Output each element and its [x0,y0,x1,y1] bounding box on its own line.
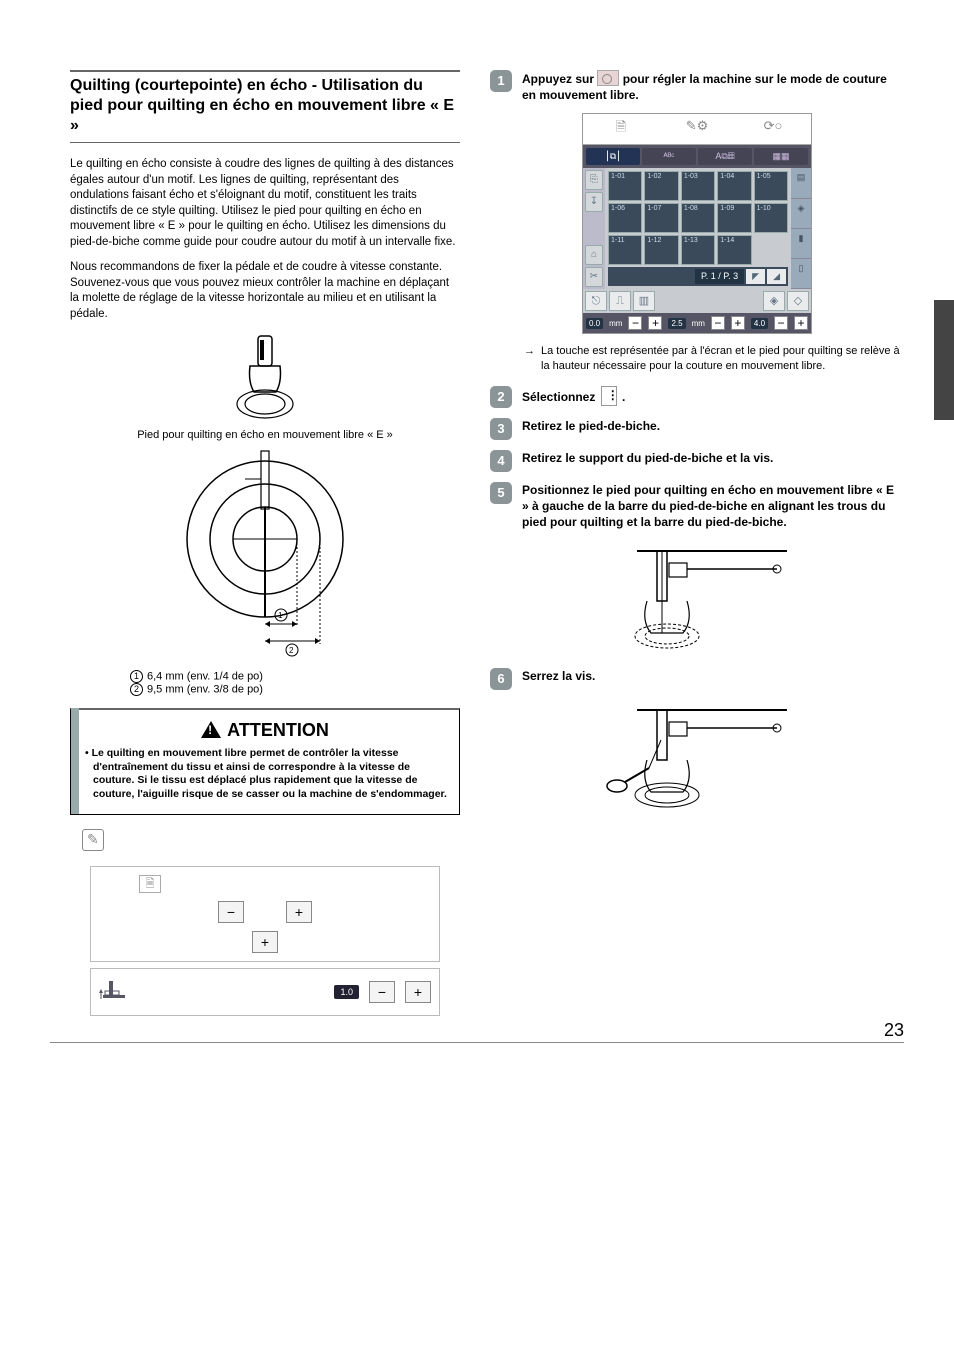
stitch-select-icon [601,386,617,406]
circled-1: 1 [130,670,143,683]
stitch-1-14[interactable]: 1-14 [717,235,751,265]
control-snippet-2: 1.0 − + [90,968,440,1016]
doc-icon: 🗎 [139,875,161,893]
stitch-1-01[interactable]: 1-01 [608,171,642,201]
svg-text:2: 2 [289,646,294,655]
stitch-1-05[interactable]: 1-05 [754,171,788,201]
panel-tab-1[interactable]: ⎮⧉⎮ [586,148,640,165]
panel-lcd-2: 2.5 [668,318,685,329]
panel-lcd-1: 0.0 [586,318,603,329]
attention-title: ATTENTION [83,720,447,741]
stitch-1-13[interactable]: 1-13 [681,235,715,265]
minus-button-3[interactable]: − [369,981,395,1003]
measure-2: 9,5 mm (env. 3/8 de po) [147,684,263,696]
panel-top-icon-3[interactable]: ⟳○ [735,114,811,144]
machine-screen: 🗎 ✎⚙ ⟳○ ⎮⧉⎮ ᴬᴮᶜ A⧉▦ ▦▦ ⎘ ↧ ⌂ ✂ [582,113,812,334]
panel-top-icon-2[interactable]: ✎⚙ [659,114,735,144]
step-1-text: Appuyez sur pour régler la machine sur l… [522,70,904,103]
step-1-note: → La touche est représentée par à l'écra… [524,344,904,374]
step-4-badge: 4 [490,450,512,472]
plus-button-2[interactable]: + [252,931,278,953]
footer-rule [50,1042,904,1043]
circled-2: 2 [130,683,143,696]
step-1-badge: 1 [490,70,512,92]
stitch-1-09[interactable]: 1-09 [717,203,751,233]
stitch-1-06[interactable]: 1-06 [608,203,642,233]
panel-page-next[interactable]: ◢ [767,269,786,284]
lcd-value: 1.0 [334,985,359,999]
figure-rings: 1 2 [70,449,460,662]
step-2-badge: 2 [490,386,512,408]
panel-tab-3[interactable]: A⧉▦ [698,148,752,165]
measurements-list: 1 6,4 mm (env. 1/4 de po) 2 9,5 mm (env. 3… [130,670,460,696]
panel-left-2[interactable]: ↧ [585,192,603,212]
step-2-text: Sélectionnez . [522,386,904,406]
svg-text:1: 1 [278,611,283,620]
panel-right-4[interactable]: ▯ [791,259,811,289]
panel-plus-1[interactable]: + [648,316,662,330]
warning-icon [201,721,221,738]
stitch-1-03[interactable]: 1-03 [681,171,715,201]
panel-page-prev[interactable]: ◤ [746,269,765,284]
step-3-badge: 3 [490,418,512,440]
panel-minus-3[interactable]: − [774,316,788,330]
stitch-1-12[interactable]: 1-12 [644,235,678,265]
panel-unit-2: mm [692,319,705,328]
step-5-badge: 5 [490,482,512,504]
panel-left-3[interactable]: ⌂ [585,245,603,265]
panel-tab-4[interactable]: ▦▦ [754,148,808,165]
step-6-text: Serrez la vis. [522,668,904,684]
tool-1[interactable]: ⎋ [585,291,607,311]
step-4-text: Retirez le support du pied-de-biche et l… [522,450,904,466]
attention-text: • Le quilting en mouvement libre permet … [83,747,447,802]
step-6-badge: 6 [490,668,512,690]
panel-minus-1[interactable]: − [628,316,642,330]
arrow-icon: → [524,344,535,374]
stitch-1-04[interactable]: 1-04 [717,171,751,201]
tool-3[interactable]: ▥ [633,291,655,311]
free-motion-icon [597,70,619,86]
plus-button[interactable]: + [286,901,312,923]
figure-foot-caption: Pied pour quilting en écho en mouvement … [70,429,460,441]
panel-right-1[interactable]: ▤ [791,168,811,198]
page-number: 23 [884,1020,904,1041]
panel-top-icon-1[interactable]: 🗎 [583,114,659,144]
measure-1: 6,4 mm (env. 1/4 de po) [147,671,263,683]
section-heading: Quilting (courtepointe) en écho - Utilis… [70,70,460,143]
minus-button[interactable]: − [218,901,244,923]
stitch-1-02[interactable]: 1-02 [644,171,678,201]
panel-right-3[interactable]: ▮ [791,229,811,259]
panel-plus-3[interactable]: + [794,316,808,330]
intro-paragraph-2: Nous recommandons de fixer la pédale et … [70,260,460,322]
memo-icon [82,829,104,851]
plus-button-3[interactable]: + [405,981,431,1003]
panel-lcd-3: 4.0 [751,318,768,329]
foot-height-icon [99,977,129,1007]
stitch-1-08[interactable]: 1-08 [681,203,715,233]
panel-page-label: P. 1 / P. 3 [695,269,744,284]
panel-plus-2[interactable]: + [731,316,745,330]
stitch-1-10[interactable]: 1-10 [754,203,788,233]
step-5-text: Positionnez le pied pour quilting en éch… [522,482,904,531]
panel-minus-2[interactable]: − [711,316,725,330]
figure-mount-foot [490,541,904,654]
figure-tighten-screw [490,700,904,813]
step-3-text: Retirez le pied-de-biche. [522,418,904,434]
panel-left-1[interactable]: ⎘ [585,170,603,190]
tool-5[interactable]: ◇ [787,291,809,311]
figure-foot: Pied pour quilting en écho en mouvement … [70,332,460,441]
stitch-1-11[interactable]: 1-11 [608,235,642,265]
panel-tab-2[interactable]: ᴬᴮᶜ [642,148,696,165]
panel-right-2[interactable]: ◈ [791,199,811,229]
control-snippet-1: 🗎 − + + [90,866,440,962]
side-tab [934,300,954,420]
stitch-1-07[interactable]: 1-07 [644,203,678,233]
panel-unit-1: mm [609,319,622,328]
panel-left-4[interactable]: ✂ [585,267,603,287]
intro-paragraph-1: Le quilting en écho consiste à coudre de… [70,157,460,250]
tool-4[interactable]: ◈ [763,291,785,311]
tool-2[interactable]: ⎍ [609,291,631,311]
attention-box: ATTENTION • Le quilting en mouvement lib… [70,708,460,815]
